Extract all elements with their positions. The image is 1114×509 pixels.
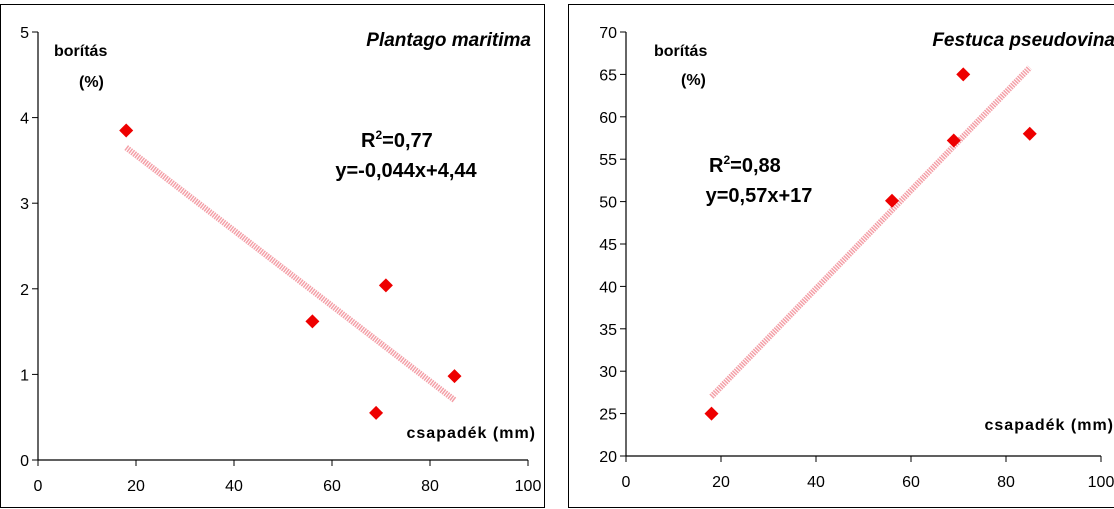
x-tick-label: 80 (997, 474, 1015, 491)
data-point (448, 369, 462, 383)
y-tick-label: 50 (599, 195, 617, 212)
y-axis-label: borítás (54, 43, 107, 60)
scatter-chart-festuca: 20 25 30 35 40 45 50 55 60 65 70 0 20 40 60 80 100 Festuc… (569, 5, 1114, 509)
r-squared-annotation: R2=0,88 (709, 153, 781, 177)
x-tick-label: 100 (1088, 474, 1114, 491)
scatter-chart-plantago: 0 1 2 3 4 5 0 20 40 60 80 100 Plantago maritima borít… (1, 5, 546, 509)
y-tick-label: 1 (20, 367, 29, 384)
y-axis-unit: (%) (681, 72, 706, 89)
chart-title: Plantago maritima (366, 30, 531, 51)
y-tick-label: 20 (599, 449, 617, 466)
data-point (369, 406, 383, 420)
y-tick-label: 30 (599, 364, 617, 381)
data-point (379, 278, 393, 292)
x-tick-label: 40 (807, 474, 825, 491)
data-point (956, 67, 970, 81)
y-tick-label: 0 (20, 453, 29, 470)
y-axis-label: borítás (654, 43, 707, 60)
y-tick-label: 4 (20, 111, 29, 128)
data-point (305, 314, 319, 328)
y-tick-label: 55 (599, 152, 617, 169)
y-axis-unit: (%) (79, 74, 104, 91)
y-tick-label: 3 (20, 196, 29, 213)
y-tick-label: 2 (20, 282, 29, 299)
x-tick-label: 0 (622, 474, 631, 491)
x-tick-label: 100 (515, 478, 542, 495)
data-point (705, 407, 719, 421)
data-point (947, 134, 961, 148)
x-tick-label: 60 (902, 474, 920, 491)
y-tick-label: 35 (599, 322, 617, 339)
chart-panel-festuca: 20 25 30 35 40 45 50 55 60 65 70 0 20 40 60 80 100 Festuc… (568, 4, 1114, 508)
chart-panel-plantago: 0 1 2 3 4 5 0 20 40 60 80 100 Plantago maritima borít… (0, 4, 545, 508)
y-tick-label: 70 (599, 25, 617, 42)
x-tick-label: 20 (712, 474, 730, 491)
x-tick-label: 20 (127, 478, 145, 495)
data-point (119, 123, 133, 137)
y-tick-label: 65 (599, 67, 617, 84)
x-tick-label: 40 (225, 478, 243, 495)
y-tick-label: 40 (599, 279, 617, 296)
chart-title: Festuca pseudovina (932, 30, 1114, 51)
y-tick-label: 5 (20, 25, 29, 42)
trend-line (712, 68, 1030, 397)
y-tick-label: 45 (599, 237, 617, 254)
y-tick-label: 25 (599, 407, 617, 424)
x-tick-label: 80 (421, 478, 439, 495)
regression-equation: y=0,57x+17 (706, 185, 813, 207)
x-axis-label: csapadék (mm) (407, 425, 537, 442)
x-tick-label: 60 (323, 478, 341, 495)
regression-equation: y=-0,044x+4,44 (335, 160, 477, 182)
trend-line (126, 148, 454, 401)
data-point (1023, 127, 1037, 141)
r-squared-annotation: R2=0,77 (361, 128, 433, 152)
y-tick-label: 60 (599, 110, 617, 127)
x-axis-label: csapadék (mm) (985, 417, 1114, 434)
x-tick-label: 0 (34, 478, 43, 495)
